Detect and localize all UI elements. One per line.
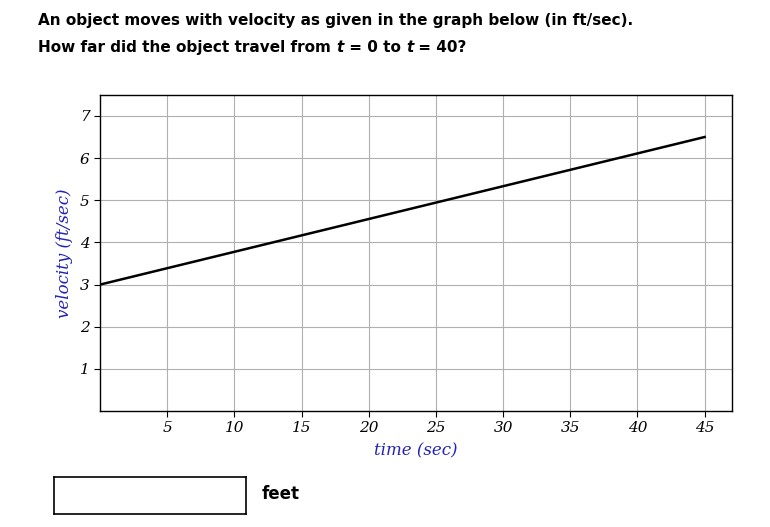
Text: An object moves with velocity as given in the graph below (in ft/sec).: An object moves with velocity as given i… [38,13,634,28]
Text: How far did the object travel from: How far did the object travel from [38,40,336,54]
Y-axis label: velocity (ft/sec): velocity (ft/sec) [56,188,73,318]
Text: = 40?: = 40? [413,40,467,54]
Text: feet: feet [262,485,300,503]
Text: t: t [406,40,413,54]
X-axis label: time (sec): time (sec) [374,443,457,460]
Text: t: t [336,40,344,54]
Text: = 0 to: = 0 to [344,40,406,54]
